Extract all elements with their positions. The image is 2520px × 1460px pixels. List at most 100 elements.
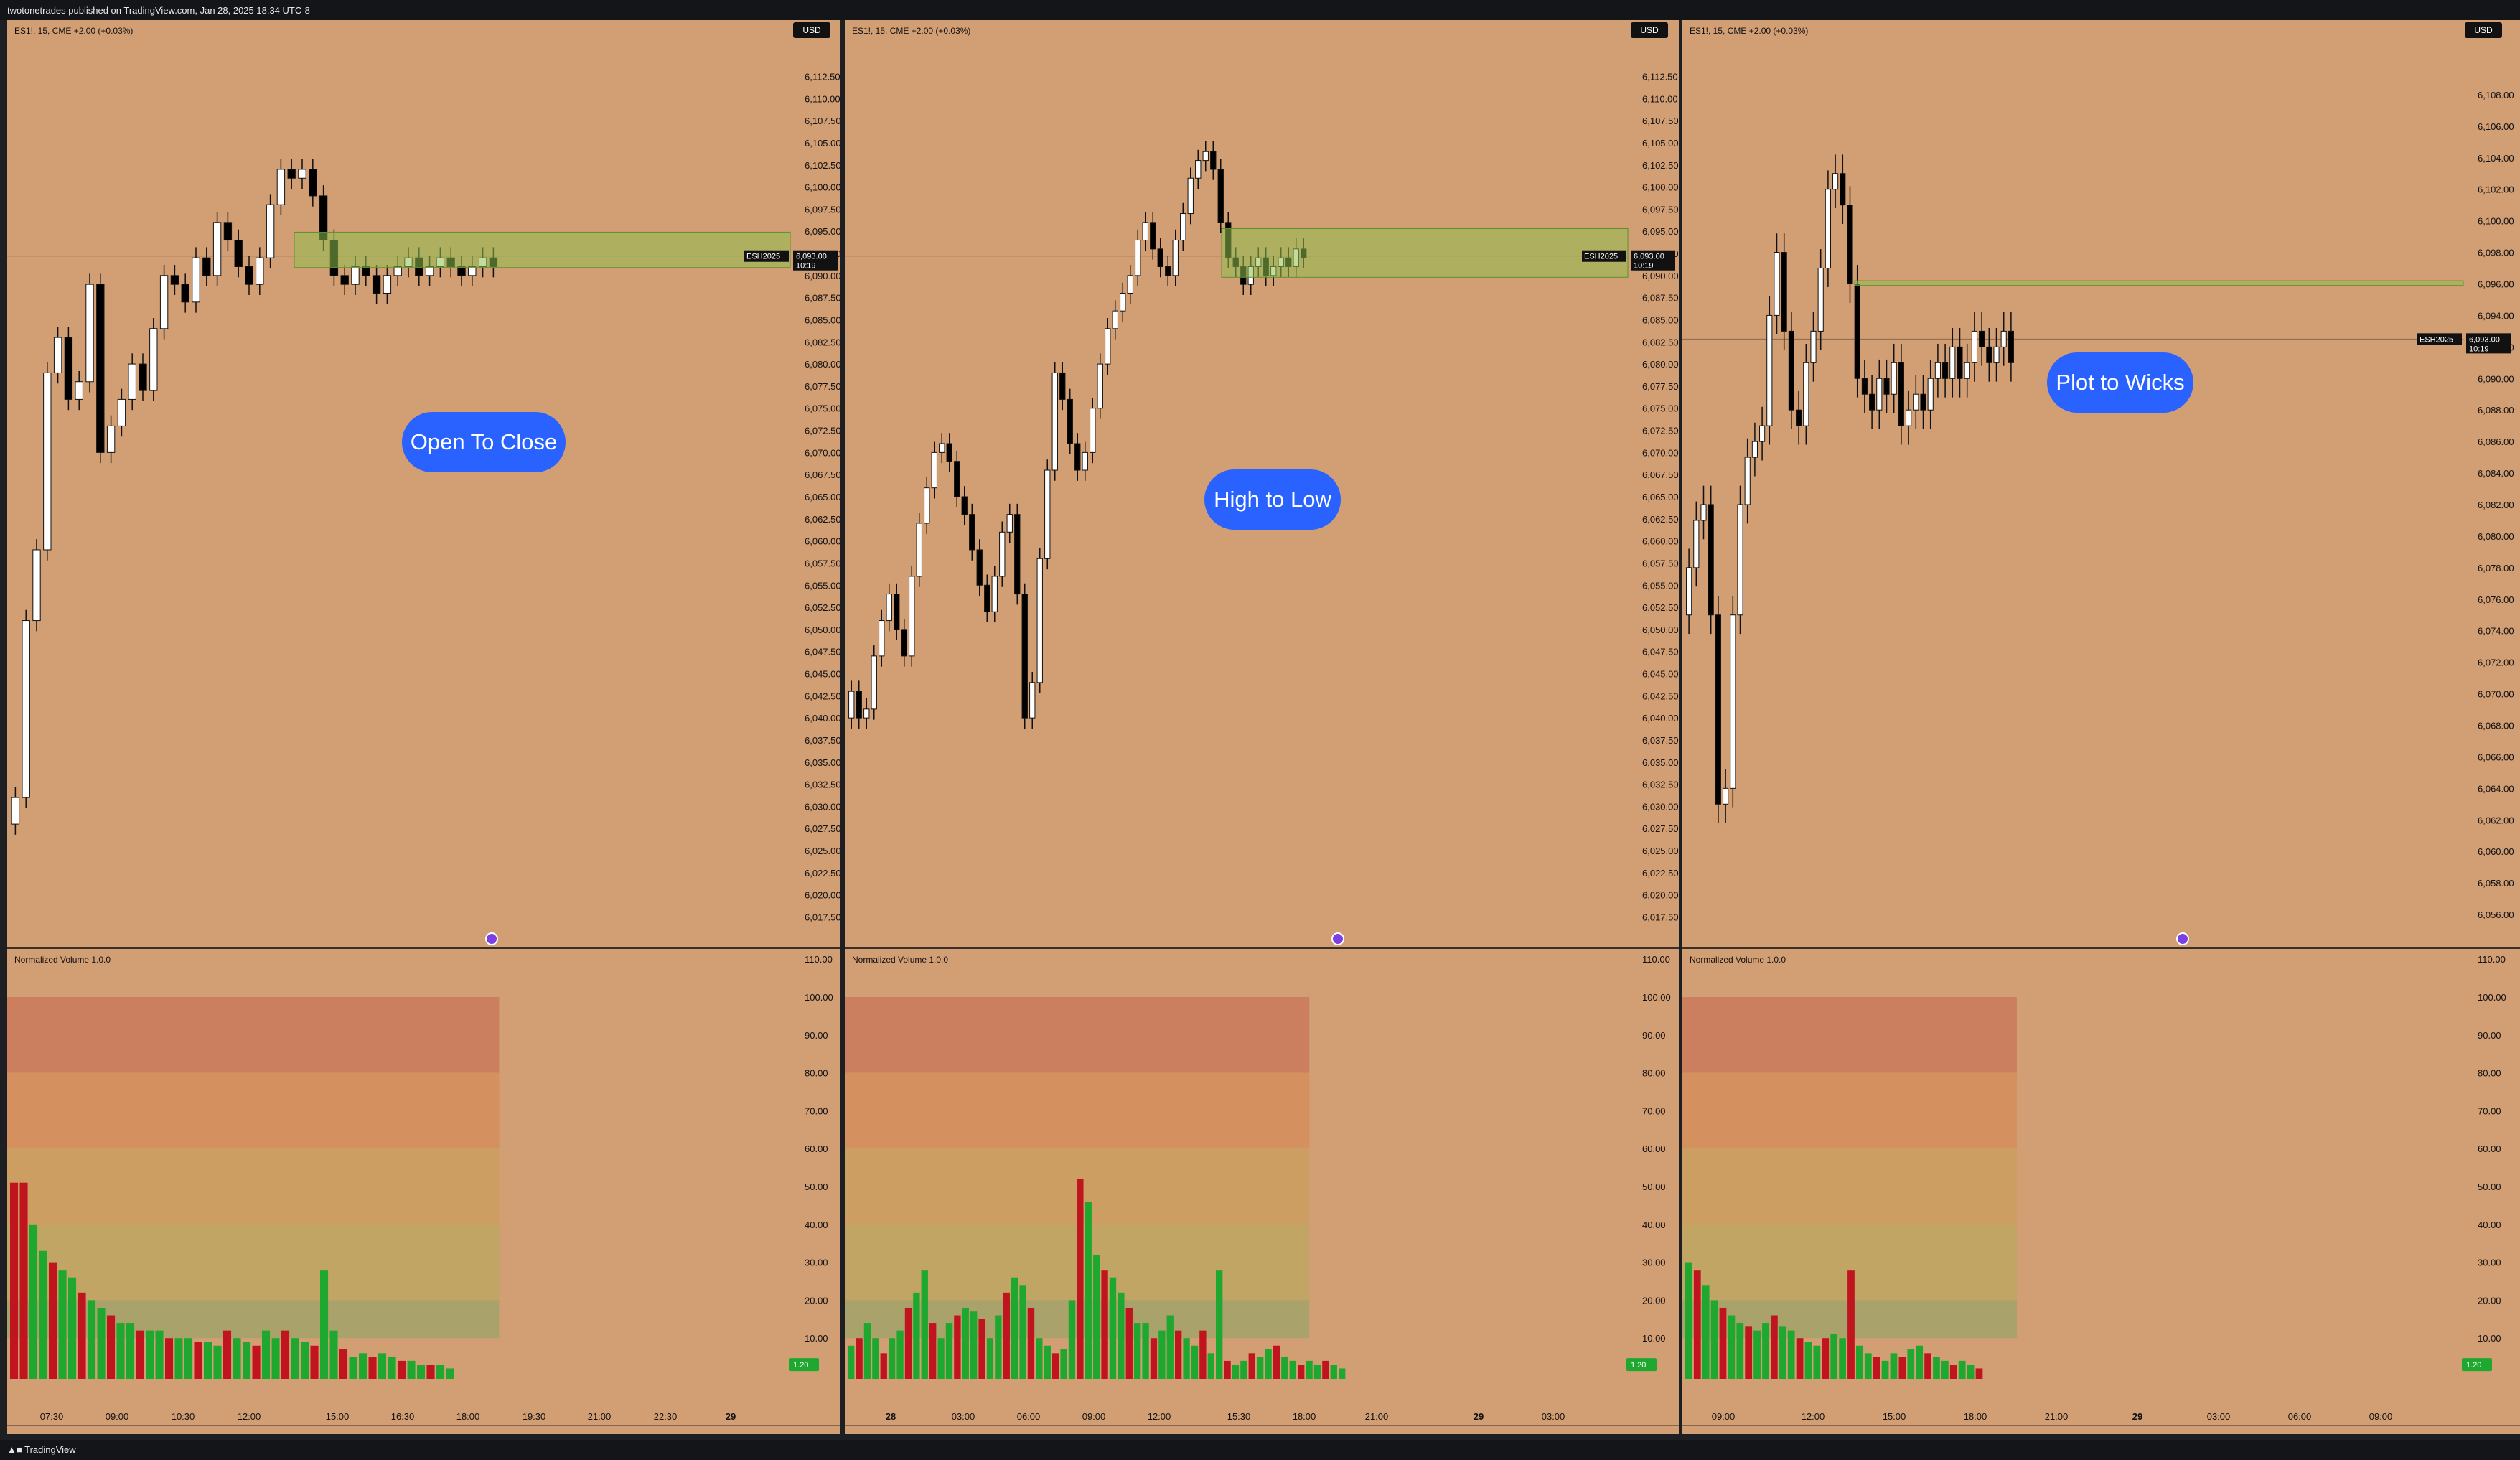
price-tick-label: 6,030.00 [805, 801, 840, 812]
volume-bands [7, 997, 500, 1339]
candle-body [64, 337, 73, 400]
currency-badge[interactable]: USD [793, 22, 830, 38]
chart-panel-plot-to-wicks[interactable]: 6,108.00 6,106.00 6,104.00 6,102.00 6,100.00… [1682, 20, 2520, 1434]
candle-body [372, 275, 381, 294]
volume-bar [107, 1315, 116, 1379]
candle-body [1883, 378, 1890, 395]
candle-body [159, 275, 169, 329]
candle-body [1112, 310, 1118, 329]
volume-bar [889, 1338, 896, 1379]
symbol-legend: ES1!, 15, CME +2.00 (+0.03%) [852, 26, 971, 36]
top-bar: twotonetrades published on TradingView.c… [0, 0, 2520, 20]
volume-bar [1839, 1338, 1846, 1379]
candle-body [909, 576, 915, 657]
candle-body [1898, 362, 1904, 426]
volume-bar [1281, 1357, 1288, 1379]
time-tick-label: 03:00 [952, 1411, 975, 1422]
tradingview-logo[interactable]: ▲■ TradingView [7, 1444, 76, 1455]
price-tick-label: 6,062.50 [805, 514, 840, 525]
candle-body [1949, 346, 1956, 379]
volume-bar [426, 1365, 435, 1379]
time-tick-label: 21:00 [1365, 1411, 1389, 1422]
chart-panel-high-to-low[interactable]: 6,112.50 6,110.00 6,107.50 6,105.00 6,102.50… [845, 20, 1679, 1434]
volume-bar [184, 1338, 193, 1379]
candle-body [879, 620, 885, 657]
price-tick-label: 6,022.50 [1642, 868, 1679, 879]
time-tick-label: 10:30 [172, 1411, 195, 1422]
candle-body [340, 275, 349, 285]
volume-bar [1313, 1365, 1321, 1379]
price-tick-label: 6,087.50 [1642, 293, 1679, 304]
volume-bar [1036, 1338, 1043, 1379]
candle-body [256, 257, 264, 285]
price-tick-label: 6,102.00 [2478, 184, 2514, 195]
price-tick-label: 6,045.00 [805, 669, 840, 680]
candle-body [1803, 362, 1809, 426]
volume-bar [310, 1345, 319, 1379]
candle-body [1127, 275, 1133, 294]
volume-bar [1216, 1270, 1223, 1379]
volume-tick-label: 80.00 [805, 1068, 828, 1079]
volume-tick-label: 100.00 [805, 992, 833, 1003]
volume-bar [194, 1342, 202, 1379]
volume-bar [1975, 1368, 1983, 1379]
chart-canvas[interactable]: 6,112.50 6,110.00 6,107.50 6,105.00 6,102.50… [7, 20, 840, 1434]
price-tick-label: 6,057.50 [1642, 558, 1679, 568]
volume-bar [1771, 1315, 1778, 1379]
volume-bar [407, 1360, 416, 1379]
currency-badge[interactable]: USD [2465, 22, 2502, 38]
chart-canvas[interactable]: 6,112.50 6,110.00 6,107.50 6,105.00 6,102.50… [845, 20, 1679, 1434]
candle-body [916, 523, 922, 577]
chart-canvas[interactable]: 6,108.00 6,106.00 6,104.00 6,102.00 6,100.00… [1682, 20, 2520, 1434]
volume-bar [970, 1311, 978, 1379]
volume-axis: 110.00 100.00 90.00 80.00 70.00 60.00 50.00 40.… [805, 954, 833, 1344]
volume-bar [1787, 1330, 1795, 1379]
volume-indicator-title: Normalized Volume 1.0.0 [852, 955, 949, 965]
bar-countdown: 10:19 [796, 262, 816, 271]
candle-body [924, 487, 930, 524]
price-tick-label: 6,047.50 [805, 647, 840, 658]
volume-band [7, 1224, 500, 1301]
candle-body [85, 284, 94, 383]
candle-body [383, 275, 392, 294]
candle-body [1979, 330, 1985, 347]
chart-panel-open-to-close[interactable]: 6,112.50 6,110.00 6,107.50 6,105.00 6,102.50… [7, 20, 840, 1434]
volume-bar [1813, 1345, 1821, 1379]
candle-body [1840, 173, 1846, 206]
price-tick-label: 6,037.50 [1642, 735, 1679, 746]
price-tick-label: 6,085.00 [805, 314, 840, 325]
volume-bar [436, 1365, 445, 1379]
price-tick-label: 6,022.50 [805, 868, 840, 879]
candle-body [1693, 520, 1700, 568]
candle-body [1097, 363, 1103, 409]
symbol-legend: ES1!, 15, CME +2.00 (+0.03%) [1690, 26, 1809, 36]
candle-body [287, 169, 296, 179]
volume-bar [1011, 1277, 1018, 1379]
candle-body [1774, 252, 1780, 316]
currency-badge[interactable]: USD [1631, 22, 1668, 38]
time-axis: 28 03:00 06:00 09:00 12:00 15:30 18:00 21:00 29 0… [886, 1411, 1565, 1422]
last-price-tag-bg [744, 250, 789, 262]
volume-bar [213, 1345, 222, 1379]
price-tick-label: 6,050.00 [1642, 624, 1679, 635]
price-tick-label: 6,077.50 [805, 381, 840, 392]
volume-bar [1753, 1330, 1761, 1379]
candle-body [1036, 558, 1043, 683]
time-tick-label: 15:30 [1227, 1411, 1251, 1422]
candle-body [1832, 173, 1839, 190]
candle-body [1187, 177, 1194, 215]
candle-body [202, 257, 211, 276]
price-axis: 6,112.50 6,110.00 6,107.50 6,105.00 6,102.50… [805, 71, 840, 922]
time-axis: 07:30 09:00 10:30 12:00 15:00 16:30 18:00 19:30… [40, 1411, 736, 1422]
candle-body [1059, 372, 1066, 400]
candle-body [1737, 504, 1743, 616]
price-zone [1221, 228, 1629, 278]
price-tick-label: 6,085.00 [1642, 314, 1679, 325]
volume-bar [962, 1307, 969, 1379]
candle-body [931, 451, 937, 489]
candle-body [192, 257, 200, 303]
volume-tick-label: 20.00 [2478, 1295, 2501, 1306]
volume-bar [1077, 1179, 1084, 1379]
volume-bar [1101, 1270, 1108, 1379]
